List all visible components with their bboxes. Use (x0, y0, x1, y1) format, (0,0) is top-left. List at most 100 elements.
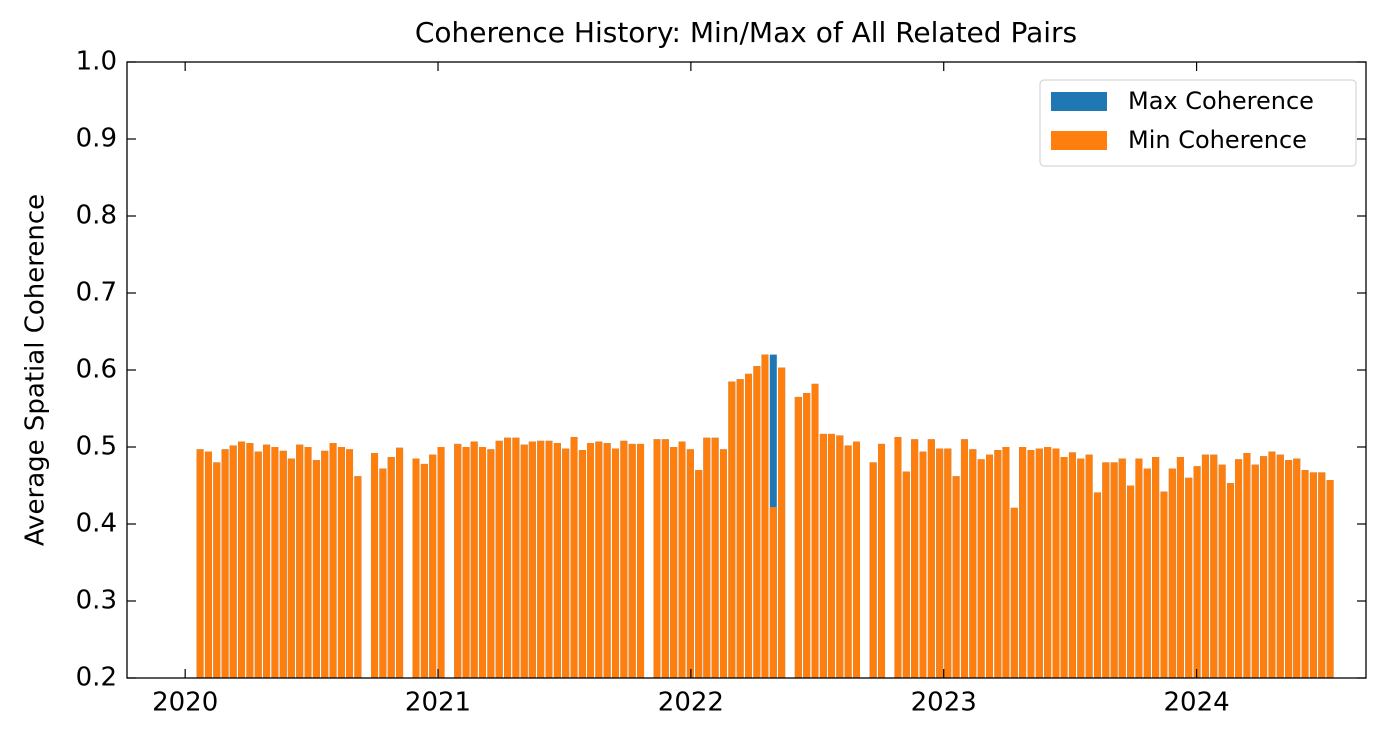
y-tick-label: 0.6 (76, 355, 117, 385)
legend-box (1039, 79, 1357, 167)
bar (1201, 454, 1209, 678)
bar (1176, 457, 1184, 678)
bar (1260, 456, 1268, 678)
legend-label: Max Coherence (1128, 87, 1314, 115)
bar (470, 441, 478, 678)
bar (1143, 468, 1151, 678)
bar (703, 437, 711, 678)
bar (745, 373, 753, 678)
bar (304, 447, 312, 678)
bar (1010, 507, 1018, 678)
bar (371, 453, 379, 678)
bar (412, 458, 420, 678)
bar (1226, 483, 1234, 678)
bar (1193, 466, 1201, 678)
bar (246, 443, 254, 678)
bar (985, 454, 993, 678)
bar (213, 462, 221, 678)
bar (1127, 485, 1135, 678)
bar (1318, 472, 1326, 678)
bar (902, 471, 910, 678)
bar (337, 447, 345, 678)
bar (1002, 447, 1010, 678)
bar (761, 354, 769, 678)
bar (852, 441, 860, 678)
bar (1052, 448, 1060, 678)
bar (520, 444, 528, 678)
bar (794, 396, 802, 678)
bar (620, 440, 628, 678)
bar (603, 443, 611, 678)
bar (379, 468, 387, 678)
bar (1102, 462, 1110, 678)
bar (479, 447, 487, 678)
bar (238, 441, 246, 678)
bar (811, 383, 819, 678)
bar (1060, 457, 1068, 678)
bar (994, 450, 1002, 678)
bar (1285, 460, 1293, 678)
bar (254, 451, 262, 678)
bar (1068, 452, 1076, 678)
bar (1276, 454, 1284, 678)
bar (936, 448, 944, 678)
x-tick-label: 2021 (405, 688, 471, 718)
y-tick-label: 0.3 (76, 586, 117, 616)
bar (528, 441, 536, 678)
bar (844, 445, 852, 678)
bar (1077, 458, 1085, 678)
bar (753, 366, 761, 678)
bar (653, 439, 661, 678)
bar (1309, 472, 1317, 678)
bar (1118, 458, 1126, 678)
bar (1110, 462, 1118, 678)
bar (1135, 458, 1143, 678)
bar (695, 470, 703, 678)
y-tick-label: 0.5 (76, 432, 117, 462)
bar (512, 437, 520, 678)
x-tick-label: 2023 (911, 688, 977, 718)
bar (1185, 477, 1193, 678)
bar (420, 463, 428, 678)
bar (595, 441, 603, 678)
bar (329, 443, 337, 678)
bar (678, 441, 686, 678)
bar (296, 444, 304, 678)
bar (911, 439, 919, 678)
legend-swatch (1051, 131, 1107, 150)
bar (562, 448, 570, 678)
bar (612, 448, 620, 678)
bar (661, 439, 669, 678)
bar (221, 449, 229, 678)
bar (204, 451, 212, 678)
bar (769, 507, 777, 678)
bar (1093, 492, 1101, 678)
bar (919, 451, 927, 678)
bar (396, 447, 404, 678)
bar (952, 476, 960, 678)
legend-label: Min Coherence (1128, 126, 1307, 154)
bar (462, 447, 470, 678)
x-tick-label: 2022 (658, 688, 724, 718)
chart-title: Coherence History: Min/Max of All Relate… (415, 16, 1077, 49)
bar (1168, 468, 1176, 678)
bar (229, 445, 237, 678)
y-tick-label: 0.2 (76, 663, 117, 693)
y-axis-label: Average Spatial Coherence (21, 194, 51, 546)
bar (969, 449, 977, 678)
bar (1035, 448, 1043, 678)
y-tick-label: 1.0 (76, 47, 117, 77)
bar (670, 447, 678, 678)
bar (312, 460, 320, 678)
y-tick-label: 0.7 (76, 278, 117, 308)
bar (1152, 457, 1160, 678)
bar (960, 439, 968, 678)
bar (504, 437, 512, 678)
bar (628, 443, 636, 678)
bar (944, 448, 952, 678)
y-tick-label: 0.8 (76, 201, 117, 231)
bar (803, 393, 811, 678)
bar (354, 476, 362, 678)
bar (1326, 480, 1334, 678)
bar (346, 449, 354, 678)
